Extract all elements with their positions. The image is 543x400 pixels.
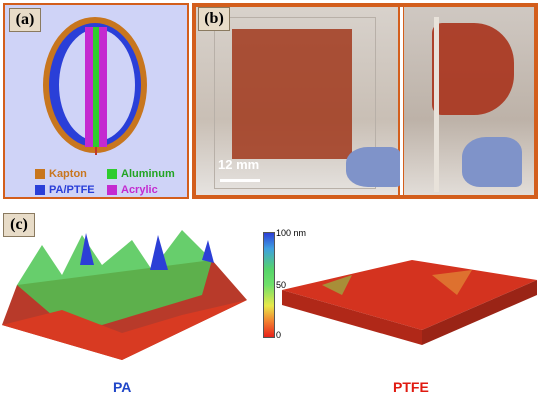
ptfe-green-speckle xyxy=(322,275,352,295)
acrylic-left xyxy=(85,27,93,147)
panel-a-label: (a) xyxy=(9,8,41,32)
acrylic-swatch xyxy=(107,185,117,195)
pa-blue-peak-2 xyxy=(150,235,168,270)
legend-aluminum: Aluminum xyxy=(107,168,175,180)
aluminum-swatch xyxy=(107,169,117,179)
pa-caption: PA xyxy=(113,379,132,395)
colorbar-mid-label: 50 xyxy=(276,280,287,290)
lead-wire xyxy=(95,147,97,155)
legend-acrylic: Acrylic xyxy=(107,184,158,196)
legend-pa-ptfe: PA/PTFE xyxy=(35,184,95,196)
pa-green-ridge xyxy=(17,230,212,325)
aluminum-layer xyxy=(93,27,99,147)
kapton-swatch xyxy=(35,169,45,179)
legend-acrylic-label: Acrylic xyxy=(121,184,158,196)
colorbar-top-label: 100 nm xyxy=(276,228,307,238)
panel-b-photos: 12 mm (b) xyxy=(192,3,538,199)
scale-bar-label: 12 mm xyxy=(218,157,260,172)
legend-kapton: Kapton xyxy=(35,168,87,180)
pa-ptfe-swatch xyxy=(35,185,45,195)
glove-side xyxy=(462,137,522,187)
legend-aluminum-label: Aluminum xyxy=(121,168,175,180)
ptfe-surface-front xyxy=(282,290,422,345)
pa-surface-plot xyxy=(2,230,247,360)
ptfe-surface-top xyxy=(282,260,537,330)
acrylic-right xyxy=(99,27,107,147)
scale-bar xyxy=(220,179,260,182)
glass-plate xyxy=(214,17,376,189)
side-glass-plate xyxy=(434,17,439,192)
panel-c-label: (c) xyxy=(3,213,35,237)
height-colorbar xyxy=(263,232,275,338)
ptfe-surface-side xyxy=(422,280,537,345)
ptfe-surface-plot xyxy=(282,260,537,345)
glove-front xyxy=(346,147,401,187)
panel-a-schematic: (a) Kapton Aluminum PA/PTFE Acrylic xyxy=(3,3,189,199)
device-schematic xyxy=(43,17,147,155)
photo-front: 12 mm xyxy=(196,7,401,195)
device-curved xyxy=(432,23,514,115)
ptfe-yellow-speckle xyxy=(432,270,472,295)
panel-b-label: (b) xyxy=(198,7,230,31)
pa-red-foreground xyxy=(2,300,247,360)
legend-kapton-label: Kapton xyxy=(49,168,87,180)
photo-side xyxy=(404,7,534,195)
pa-blue-peak-1 xyxy=(80,233,94,265)
photo-divider xyxy=(400,7,403,195)
pa-blue-peak-3 xyxy=(202,240,214,263)
colorbar-bottom-label: 0 xyxy=(276,330,282,340)
device-film xyxy=(232,29,352,159)
ptfe-caption: PTFE xyxy=(393,379,429,395)
legend-pa-ptfe-label: PA/PTFE xyxy=(49,184,95,196)
